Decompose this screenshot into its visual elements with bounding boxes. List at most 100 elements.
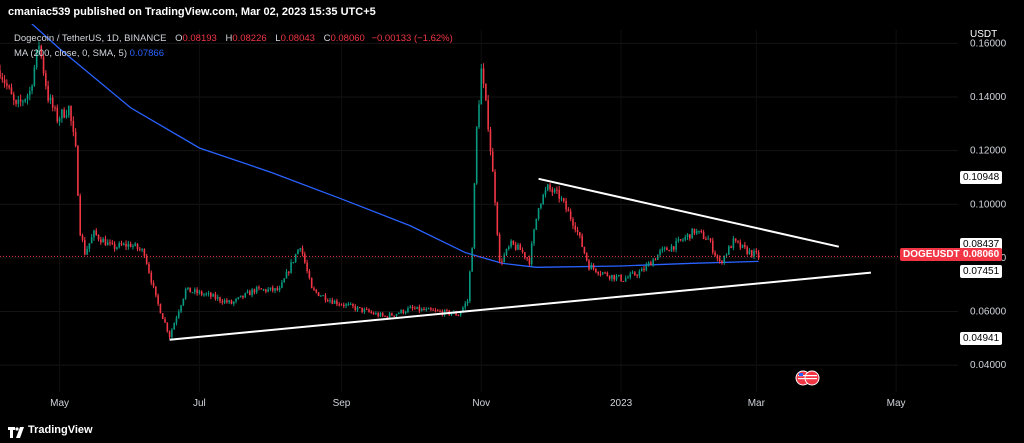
candle-body <box>624 278 627 282</box>
candle-body <box>168 331 171 337</box>
symbol-title[interactable]: Dogecoin / TetherUS, 1D, BINANCE <box>14 33 167 44</box>
candle-body <box>370 311 373 313</box>
ohlc-row: Dogecoin / TetherUS, 1D, BINANCE O0.0819… <box>14 31 453 46</box>
candle-body <box>26 95 29 100</box>
candle-body <box>342 304 345 306</box>
candle-body <box>654 259 657 261</box>
candle-body <box>191 292 194 294</box>
candle-body <box>613 274 616 280</box>
candle-body <box>200 291 203 295</box>
candle-body <box>407 308 409 313</box>
us-flag-icon[interactable] <box>795 370 820 386</box>
candle-body <box>588 260 590 270</box>
candle-body <box>469 271 471 302</box>
candle-body <box>182 298 185 306</box>
grid <box>0 30 958 392</box>
candle-body <box>249 291 251 296</box>
candle-body <box>338 304 340 306</box>
candle-body <box>675 240 677 250</box>
candle-body <box>242 295 244 298</box>
candle-body <box>705 238 707 240</box>
candle-body <box>187 287 189 290</box>
candle-body <box>565 200 567 210</box>
candle-body <box>556 189 558 191</box>
candle-body <box>480 68 483 105</box>
candle-body <box>58 118 61 122</box>
candle-body <box>83 239 86 255</box>
candle-body <box>359 307 361 309</box>
candle-body <box>739 242 742 248</box>
high-value: 0.08226 <box>232 33 267 44</box>
candle-body <box>17 99 20 104</box>
candle-body <box>510 240 512 247</box>
candle-body <box>111 242 114 244</box>
footer-brand[interactable]: TradingView <box>28 424 93 436</box>
candle-body <box>521 250 524 253</box>
candle-body <box>65 115 68 118</box>
candle-body <box>721 260 723 264</box>
candle-body <box>313 288 315 290</box>
candle-body <box>526 257 528 259</box>
candle-body <box>528 258 531 265</box>
candle-body <box>540 203 542 209</box>
candle-body <box>560 198 563 200</box>
x-axis: May Jul Sep Nov 2023 Mar May <box>50 398 905 409</box>
candle-body <box>177 311 180 318</box>
candle-body <box>737 240 739 243</box>
currency-label[interactable]: USDT <box>970 29 998 40</box>
y-tick-label: 0.16000 <box>970 38 1007 49</box>
candle-body <box>457 315 460 317</box>
candle-body <box>93 230 95 238</box>
candle-body <box>397 313 400 315</box>
candle-body <box>716 255 719 259</box>
candle-body <box>67 106 70 116</box>
candle-body <box>274 288 276 291</box>
candle-body <box>127 243 130 247</box>
candle-body <box>661 248 664 251</box>
candle-body <box>489 129 492 152</box>
candle-body <box>79 195 82 236</box>
candle-body <box>689 234 691 239</box>
ma-200-line <box>4 0 759 268</box>
candle-body <box>645 264 648 271</box>
candle-body <box>354 306 357 311</box>
candle-body <box>744 244 746 248</box>
tradingview-logo-icon[interactable] <box>8 425 24 438</box>
candle-body <box>139 248 141 250</box>
trendline-lower <box>169 271 872 341</box>
candle-body <box>232 301 235 304</box>
candle-body <box>530 243 533 265</box>
candle-body <box>384 315 386 317</box>
candle-body <box>97 234 100 240</box>
candle-body <box>239 295 242 298</box>
candle-body <box>251 289 253 296</box>
candle-body <box>732 238 735 249</box>
ma-row: MA (200, close, 0, SMA, 5) 0.07866 <box>14 46 453 61</box>
candle-body <box>400 309 402 314</box>
candle-body <box>652 259 654 266</box>
candle-body <box>379 313 382 317</box>
candle-body <box>171 329 173 337</box>
candle-body <box>725 254 728 256</box>
candle-body <box>322 295 324 297</box>
candle-body <box>517 244 519 250</box>
candle-body <box>478 104 480 128</box>
candle-body <box>546 184 549 191</box>
candle-body <box>498 234 501 262</box>
candle-body <box>116 247 118 249</box>
candle-body <box>212 294 214 297</box>
candle-body <box>650 262 652 266</box>
candle-body <box>317 292 320 297</box>
candle-body <box>352 303 354 307</box>
candle-body <box>260 288 263 290</box>
candle-body <box>56 107 59 122</box>
ma-label[interactable]: MA (200, close, 0, SMA, 5) <box>14 48 127 59</box>
candle-body <box>562 198 565 201</box>
low-label: L <box>275 33 281 44</box>
candle-body <box>524 252 526 258</box>
candle-body <box>315 289 318 293</box>
high-label: H <box>225 33 233 44</box>
y-tick-label: 0.06000 <box>970 307 1007 318</box>
candle-body <box>579 232 581 236</box>
